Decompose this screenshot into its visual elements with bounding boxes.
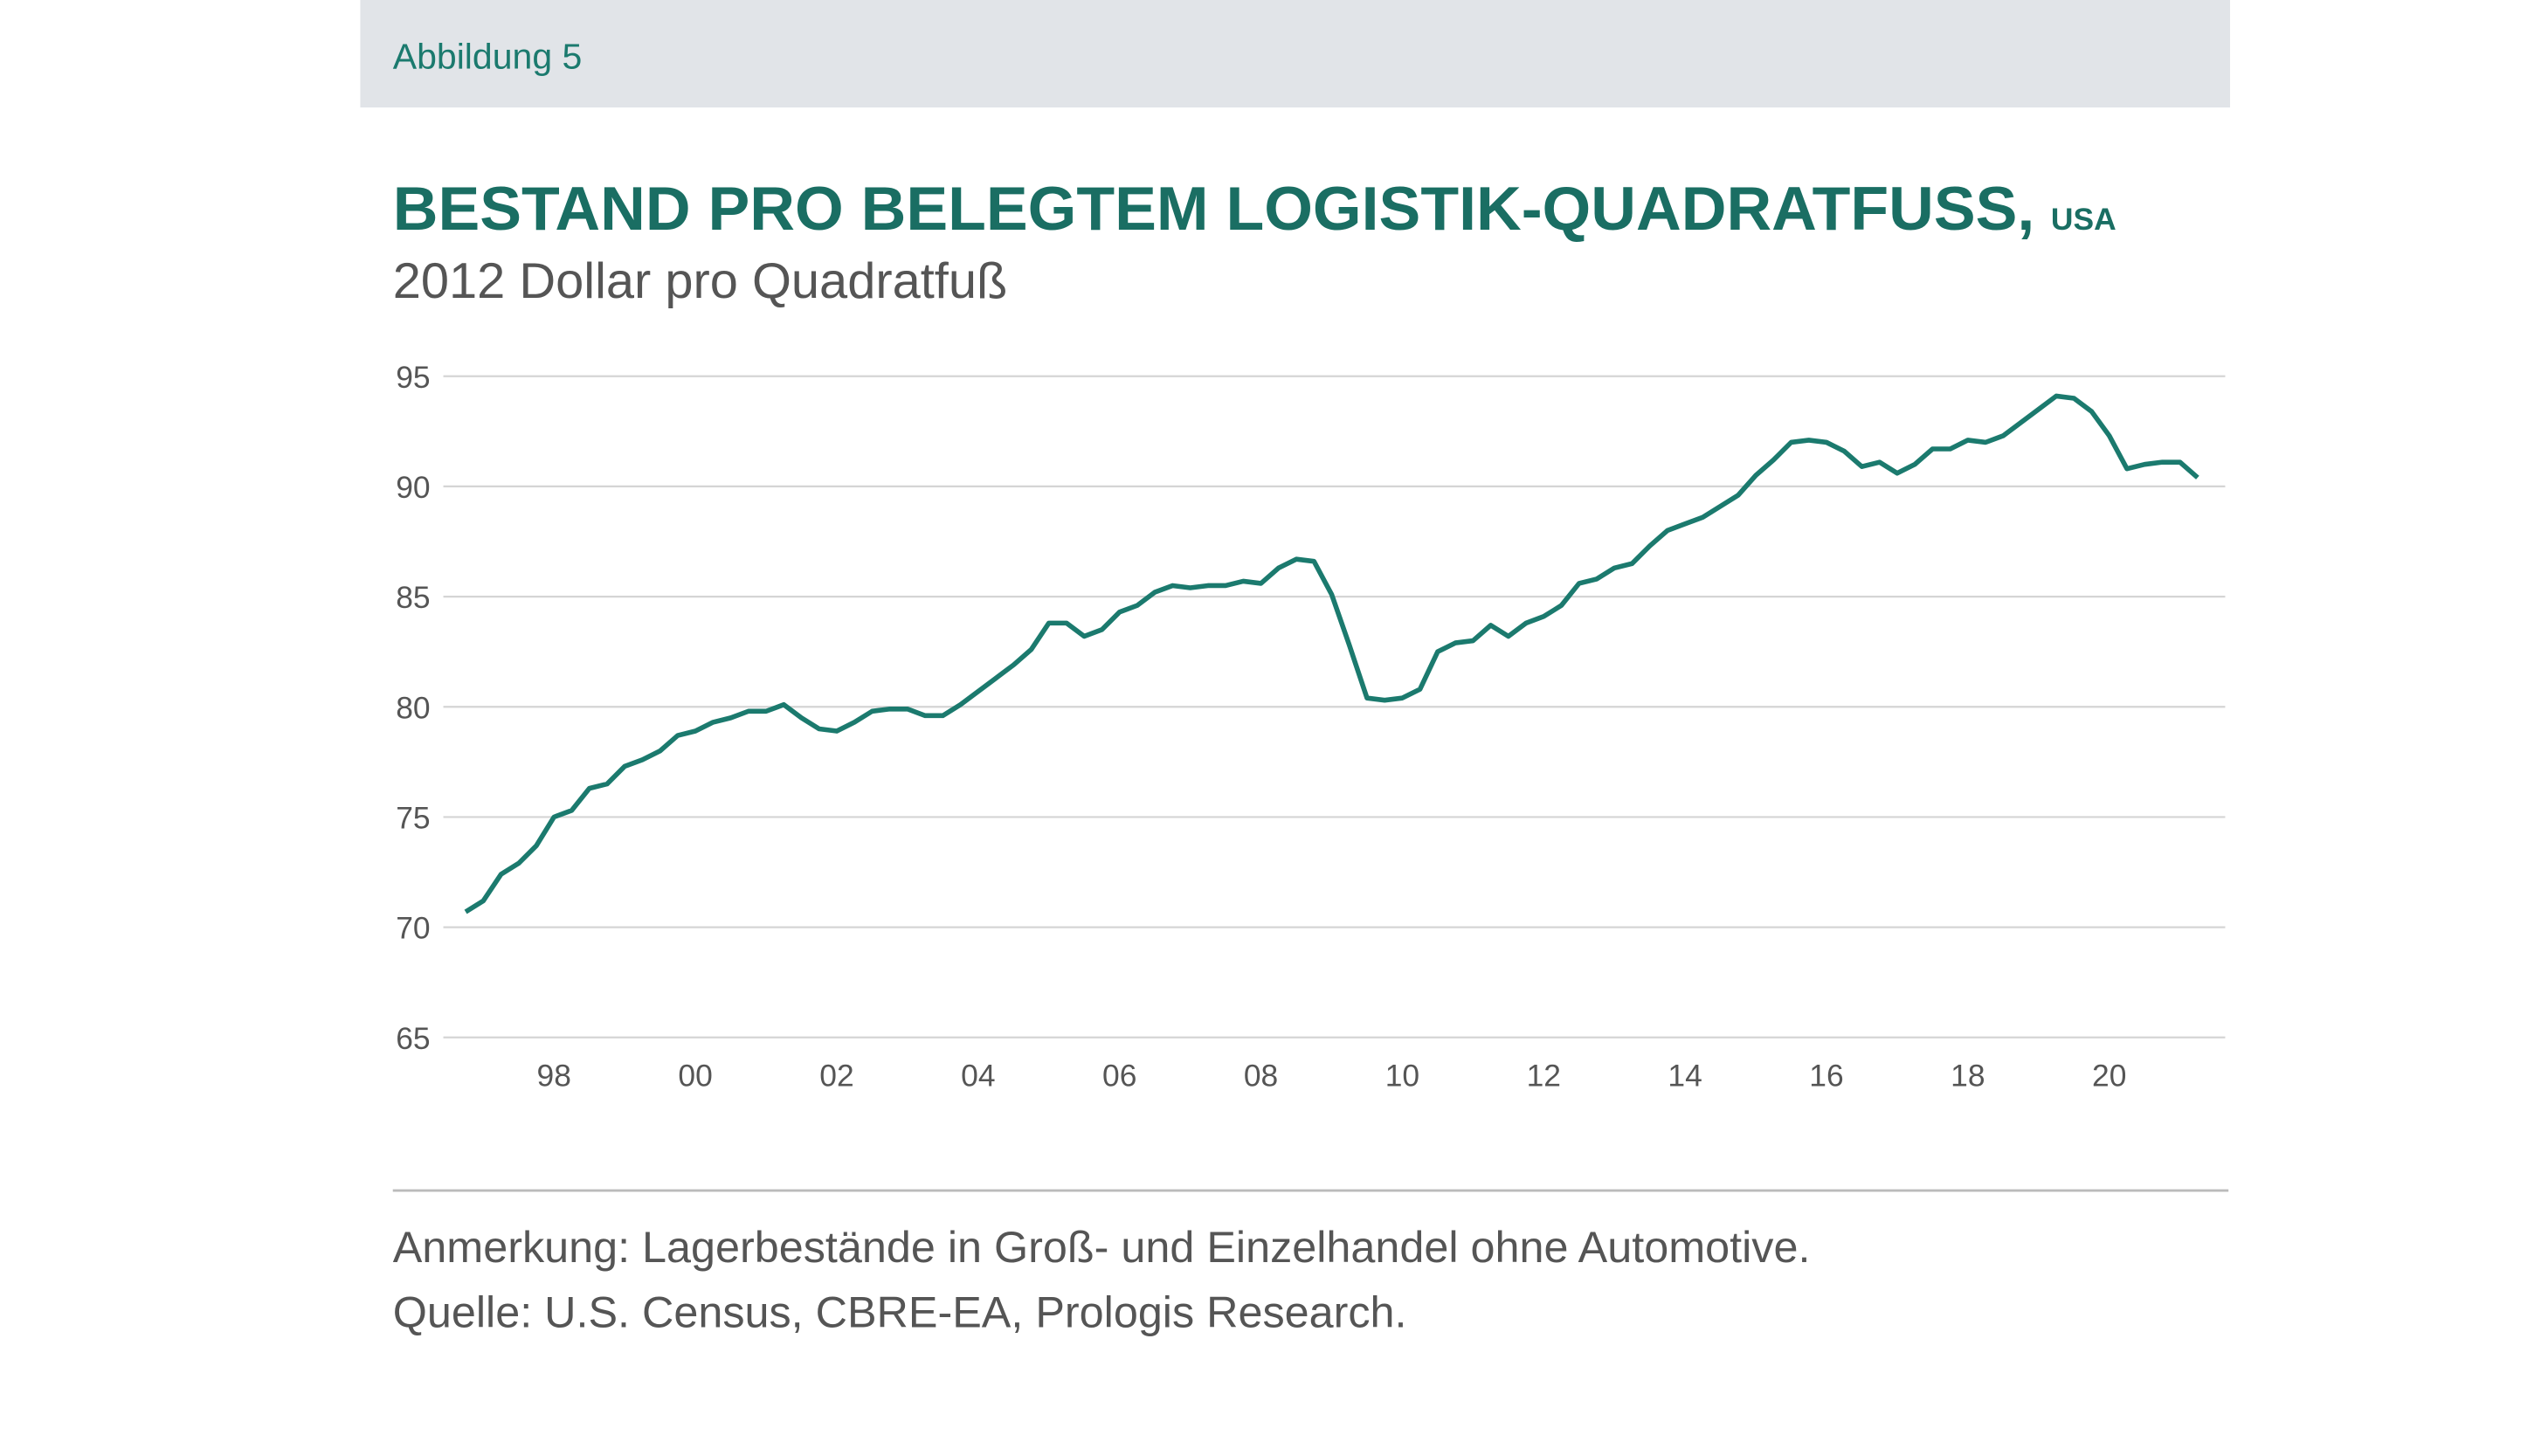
header-band bbox=[360, 0, 2231, 108]
x-tick-label: 16 bbox=[1809, 1059, 1843, 1094]
data-line bbox=[464, 393, 2199, 914]
x-tick-label: 98 bbox=[537, 1059, 571, 1094]
y-tick-label: 70 bbox=[396, 911, 430, 946]
x-tick-label: 20 bbox=[2092, 1059, 2126, 1094]
x-tick-label: 00 bbox=[678, 1059, 712, 1094]
chart-subtitle: 2012 Dollar pro Quadratfuß bbox=[393, 253, 1008, 309]
title-region: USA bbox=[2051, 202, 2116, 237]
y-tick-label: 95 bbox=[396, 360, 430, 395]
y-tick-label: 65 bbox=[396, 1021, 430, 1056]
x-tick-label: 14 bbox=[1668, 1059, 1702, 1094]
source: Quelle: U.S. Census, CBRE-EA, Prologis R… bbox=[393, 1287, 1407, 1337]
x-tick-label: 10 bbox=[1385, 1059, 1419, 1094]
y-tick-label: 75 bbox=[396, 800, 430, 835]
x-tick-label: 04 bbox=[961, 1059, 995, 1094]
y-tick-label: 90 bbox=[396, 470, 430, 505]
chart-title: BESTAND PRO BELEGTEM LOGISTIK-QUADRATFUS… bbox=[393, 175, 2035, 244]
x-tick-label: 18 bbox=[1951, 1059, 1985, 1094]
x-tick-label: 12 bbox=[1527, 1059, 1561, 1094]
plot: 65 70 75 80 85 90 95 98 00 02 04 06 08 10 12 14 16 18 20 bbox=[396, 360, 2226, 1094]
y-tick-label: 80 bbox=[396, 690, 430, 725]
figure-label: Abbildung 5 bbox=[393, 36, 583, 76]
x-tick-label: 08 bbox=[1244, 1059, 1278, 1094]
x-tick-label: 06 bbox=[1102, 1059, 1136, 1094]
y-tick-label: 85 bbox=[396, 580, 430, 615]
note: Anmerkung: Lagerbestände in Groß- und Ei… bbox=[393, 1222, 1811, 1272]
x-tick-label: 02 bbox=[819, 1059, 853, 1094]
